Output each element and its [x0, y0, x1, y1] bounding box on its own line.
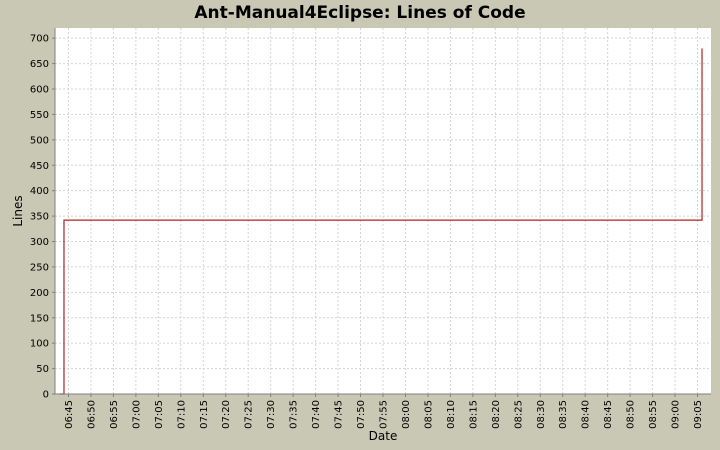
- y-tick-label: 400: [30, 186, 49, 197]
- y-tick-label: 150: [30, 313, 49, 324]
- x-tick-label: 08:15: [468, 400, 479, 429]
- x-tick-label: 07:30: [266, 400, 277, 429]
- y-tick-label: 700: [30, 34, 49, 45]
- x-tick-label: 07:20: [221, 400, 232, 429]
- x-tick-label: 07:10: [176, 400, 187, 429]
- x-tick-label: 06:45: [64, 400, 75, 429]
- y-axis: 0 50 100 150 200 250 300 350 400 450 500 550 600 650 7…: [30, 28, 56, 401]
- x-tick-label: 08:45: [603, 400, 614, 429]
- y-tick-label: 500: [30, 135, 49, 146]
- x-tick-label: 07:25: [244, 400, 255, 429]
- y-tick-label: 0: [43, 390, 49, 401]
- y-tick-label: 450: [30, 161, 49, 172]
- y-tick-label: 650: [30, 59, 49, 70]
- x-tick-label: 09:05: [693, 400, 704, 429]
- x-tick-label: 08:50: [626, 400, 637, 429]
- chart-title: Ant-Manual4Eclipse: Lines of Code: [194, 3, 526, 23]
- x-tick-label: 07:15: [199, 400, 210, 429]
- x-tick-label: 08:05: [423, 400, 434, 429]
- x-tick-label: 07:00: [131, 400, 142, 429]
- x-tick-label: 08:40: [581, 400, 592, 429]
- x-tick-label: 08:00: [401, 400, 412, 429]
- y-tick-label: 250: [30, 262, 49, 273]
- y-tick-label: 350: [30, 212, 49, 223]
- x-tick-label: 07:45: [334, 400, 345, 429]
- x-tick-label: 08:10: [446, 400, 457, 429]
- x-tick-label: 07:55: [379, 400, 390, 429]
- y-tick-label: 550: [30, 110, 49, 121]
- x-tick-label: 08:25: [513, 400, 524, 429]
- y-tick-label: 200: [30, 288, 49, 299]
- y-tick-label: 600: [30, 85, 49, 96]
- x-tick-label: 07:50: [356, 400, 367, 429]
- x-tick-label: 07:05: [154, 400, 165, 429]
- x-tick-label: 08:20: [491, 400, 502, 429]
- x-tick-label: 08:55: [648, 400, 659, 429]
- x-tick-label: 07:40: [311, 400, 322, 429]
- x-tick-label: 06:55: [109, 400, 120, 429]
- grid: [55, 28, 711, 395]
- y-tick-label: 50: [36, 364, 49, 375]
- y-axis-label: Lines: [11, 195, 25, 226]
- y-tick-label: 300: [30, 237, 49, 248]
- x-tick-label: 07:35: [289, 400, 300, 429]
- x-tick-label: 06:50: [86, 400, 97, 429]
- plot-area: [55, 28, 711, 394]
- x-tick-label: 08:30: [536, 400, 547, 429]
- x-axis-label: Date: [369, 429, 398, 443]
- x-axis: 06:45 06:50 06:55 07:00 07:05 07:10 07:15 07:20…: [55, 393, 711, 429]
- x-tick-label: 09:00: [671, 400, 682, 429]
- y-tick-label: 100: [30, 339, 49, 350]
- x-tick-label: 08:35: [558, 400, 569, 429]
